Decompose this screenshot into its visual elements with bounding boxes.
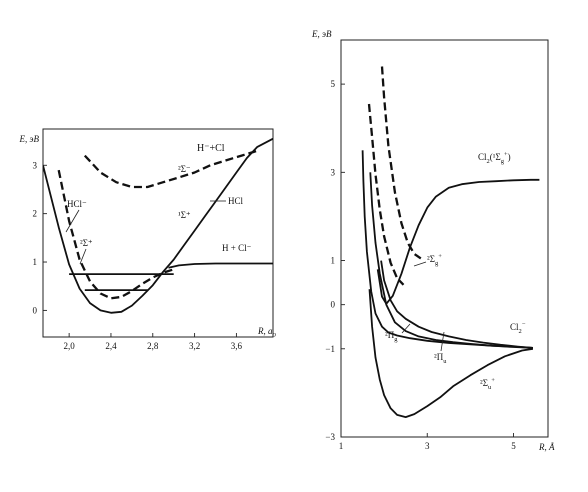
right-curve-dashed-2-2-g bbox=[380, 66, 422, 260]
right-x-tick-label: 5 bbox=[511, 441, 516, 451]
right-pointer-sigma-g bbox=[413, 261, 427, 267]
right-y-tick-label: 5 bbox=[331, 79, 336, 89]
right-y-tick-label: −3 bbox=[325, 432, 335, 442]
left-x-tick-label: 2,4 bbox=[105, 341, 117, 351]
left-label-asymptote-top: H⁻+Cl bbox=[197, 143, 225, 154]
right-curve-2-u bbox=[368, 289, 534, 418]
right-label-cl2: Cl2(¹Σg+) bbox=[478, 151, 511, 165]
right-y-tick-label: 1 bbox=[331, 256, 336, 266]
left-curve-h-cl bbox=[168, 262, 273, 269]
left-label-1sigma-plus: ¹Σ⁺ bbox=[178, 210, 191, 220]
right-y-tick-label: −1 bbox=[325, 344, 335, 354]
left-y-tick-label: 2 bbox=[33, 209, 38, 219]
left-pointer-hcl-minus bbox=[65, 209, 80, 233]
right-label-sigma-u: ²Σu+ bbox=[480, 377, 495, 391]
right-chart: 1 3 5 5 3 1 0 −1 −3 E, эВ R, Å Cl2(¹Σg+) ²Σg+ Cl… bbox=[311, 29, 555, 452]
right-curve-2-g-branch bbox=[380, 260, 533, 349]
left-y-tick-label: 3 bbox=[33, 160, 38, 170]
right-curve-dashed-1 bbox=[367, 103, 405, 286]
left-curves bbox=[43, 137, 273, 314]
left-chart: 2,0 2,4 2,8 3,2 3,6 0 1 2 3 E, эВ R, a0 H⁻+Cl ²Σ… bbox=[19, 128, 277, 351]
left-label-hcl: HCl bbox=[228, 196, 244, 206]
left-pointer-2sigma-plus bbox=[79, 248, 87, 265]
right-label-cl2-minus: Cl2− bbox=[510, 321, 526, 335]
left-x-tick-label: 2,0 bbox=[64, 341, 76, 351]
left-label-2sigma-plus: ²Σ⁺ bbox=[80, 238, 93, 248]
right-x-tick-label: 3 bbox=[425, 441, 430, 451]
left-y-tick-label: 0 bbox=[33, 305, 38, 315]
left-x-tick-label: 3,2 bbox=[189, 341, 200, 351]
left-curve-hcl bbox=[57, 169, 175, 300]
right-y-tick-label: 3 bbox=[331, 167, 336, 177]
right-y-tick-label: 0 bbox=[331, 300, 336, 310]
right-label-sigma-g: ²Σg+ bbox=[427, 253, 442, 267]
left-plot-frame bbox=[42, 128, 274, 338]
left-y-tick-label: 1 bbox=[33, 257, 38, 267]
right-curves bbox=[361, 66, 540, 418]
left-ticks: 2,0 2,4 2,8 3,2 3,6 0 1 2 3 bbox=[33, 160, 243, 351]
right-y-axis-title: E, эВ bbox=[311, 29, 332, 39]
right-x-tick-label: 1 bbox=[339, 441, 344, 451]
right-pointer-pi-u bbox=[440, 331, 445, 352]
right-pointer-pi-g bbox=[401, 323, 411, 334]
left-curve-hcl bbox=[43, 137, 273, 314]
right-label-pi-g: ²Πg bbox=[385, 330, 398, 343]
left-x-axis-title: R, a0 bbox=[257, 326, 277, 339]
left-x-tick-label: 2,8 bbox=[147, 341, 159, 351]
right-ticks: 1 3 5 5 3 1 0 −1 −3 bbox=[325, 79, 516, 451]
left-x-tick-label: 3,6 bbox=[231, 341, 243, 351]
left-label-2sigma-minus: ²Σ⁻ bbox=[178, 164, 191, 174]
left-label-hcl-minus: HCl⁻ bbox=[67, 199, 87, 209]
left-curve- bbox=[83, 149, 258, 189]
left-label-asymptote-h-clminus: H + Cl⁻ bbox=[222, 243, 252, 253]
right-curve-cl2-1-g bbox=[376, 178, 540, 305]
right-x-axis-title: R, Å bbox=[538, 442, 555, 452]
left-y-axis-title: E, эВ bbox=[19, 134, 40, 144]
right-curve-2-u bbox=[369, 172, 533, 349]
right-plot-frame bbox=[340, 39, 549, 438]
right-label-pi-u: ²Πu bbox=[434, 352, 447, 365]
